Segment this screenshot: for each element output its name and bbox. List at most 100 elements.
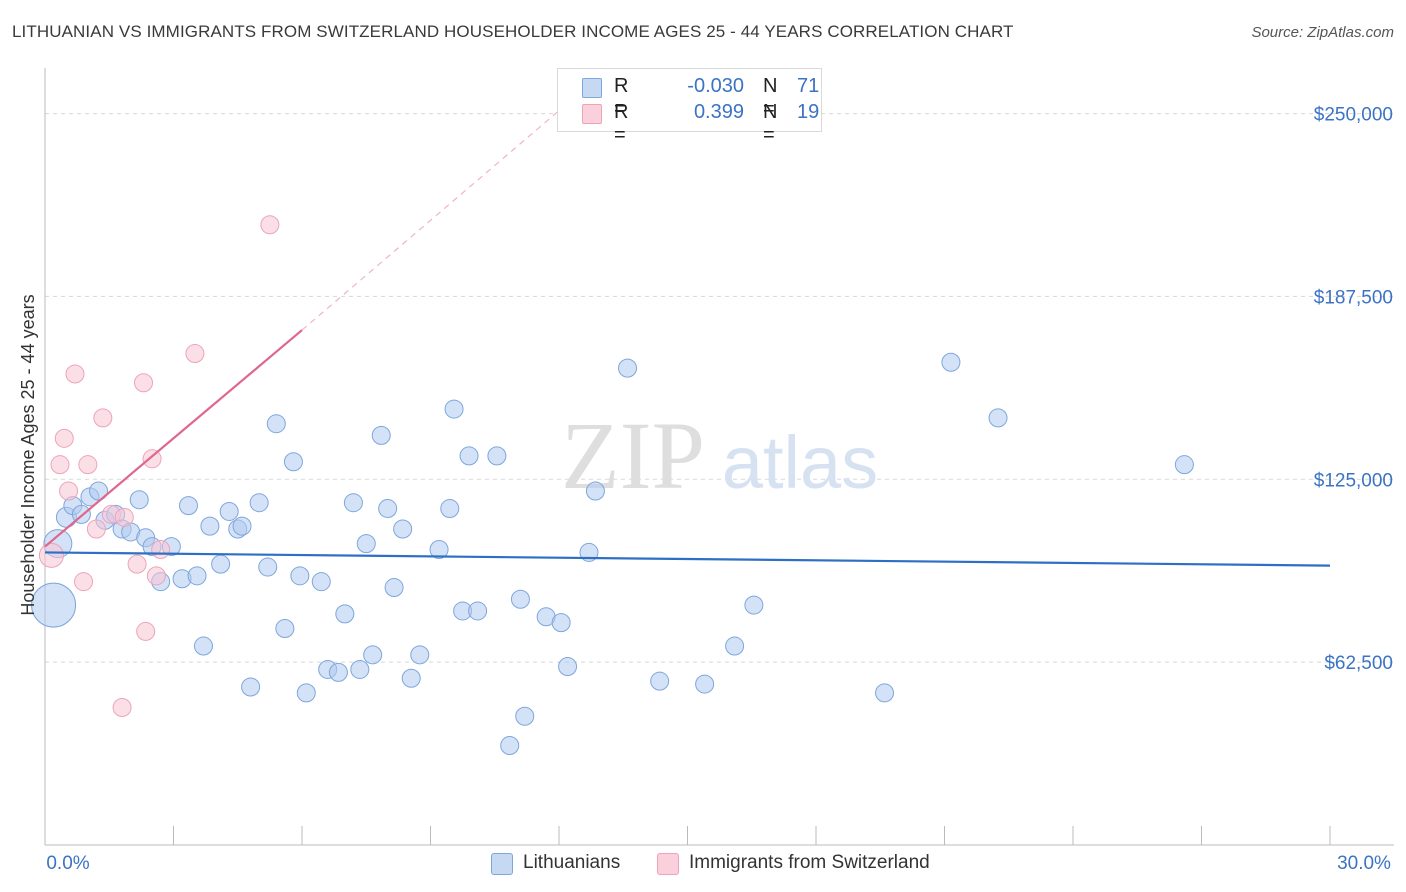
legend-r-label: R =	[614, 75, 629, 120]
lithuanians-point	[328, 662, 348, 682]
lithuanians-point	[510, 589, 530, 609]
lithuanians-point	[444, 399, 464, 419]
lithuanians-trend-line	[44, 551, 1331, 567]
lithuanians-point	[440, 499, 460, 519]
lithuanians-point	[401, 668, 421, 688]
lithuanians-point	[500, 736, 520, 756]
legend-swatch-lithuanians	[582, 78, 602, 98]
lithuanians-point	[178, 496, 198, 516]
lithuanians-point	[551, 613, 571, 633]
lithuanians-point	[363, 645, 383, 665]
lithuanians-point	[393, 519, 413, 539]
lithuanians-point	[350, 659, 370, 679]
lithuanians-point	[875, 683, 895, 703]
lithuanians-point	[429, 540, 449, 560]
switzerland-point	[65, 364, 85, 384]
lithuanians-point	[296, 683, 316, 703]
lithuanians-point	[219, 501, 239, 521]
lithuanians-point	[410, 645, 430, 665]
legend-n-value: 19	[797, 101, 820, 123]
lithuanians-point	[618, 358, 638, 378]
lithuanians-point	[1174, 455, 1194, 475]
lithuanians-point	[744, 595, 764, 615]
switzerland-point	[50, 455, 70, 475]
lithuanians-point	[343, 493, 363, 513]
lithuanians-point	[356, 534, 376, 554]
lithuanians-point	[371, 425, 391, 445]
switzerland-point	[114, 507, 134, 527]
lithuanians-point	[650, 671, 670, 691]
watermark: ZIP atlas	[561, 402, 878, 509]
lithuanians-point	[211, 554, 231, 574]
lithuanians-point	[232, 516, 252, 536]
switzerland-point	[134, 373, 154, 393]
correlation-legend: R = -0.030 N = 71 R = 0.399 N = 19	[557, 68, 822, 146]
switzerland-point	[86, 519, 106, 539]
lithuanians-point	[558, 657, 578, 677]
x-tick-label: 0.0%	[46, 853, 89, 874]
y-axis-label: Householder Income Ages 25 - 44 years	[18, 294, 38, 615]
lithuanians-point	[249, 493, 269, 513]
legend-r-value: 0.399	[693, 101, 744, 123]
switzerland-point	[59, 481, 79, 501]
switzerland-point	[185, 343, 205, 363]
watermark-zip: ZIP	[561, 402, 705, 509]
lithuanians-point	[585, 481, 605, 501]
legend-n-label: N =	[763, 75, 778, 120]
legend-n-value: 71	[797, 75, 820, 97]
lithuanians-point	[335, 604, 355, 624]
lithuanians-point	[89, 481, 109, 501]
bottom-legend-swatch-lithuanians	[491, 853, 513, 875]
y-tick-label: $125,000	[1314, 470, 1393, 491]
chart-title: LITHUANIAN VS IMMIGRANTS FROM SWITZERLAN…	[12, 22, 1014, 41]
legend-r-label: R =	[614, 101, 629, 146]
lithuanians-point	[988, 408, 1008, 428]
switzerland-trend-line	[44, 329, 303, 548]
lithuanians-point	[311, 572, 331, 592]
switzerland-point	[54, 428, 74, 448]
legend-n-label: N =	[763, 101, 778, 146]
lithuanians-point	[941, 352, 961, 372]
watermark-atlas: atlas	[722, 421, 878, 504]
lithuanians-point	[378, 499, 398, 519]
y-tick-label: $62,500	[1324, 653, 1393, 674]
lithuanians-point	[459, 446, 479, 466]
lithuanians-point	[129, 490, 149, 510]
legend-swatch-switzerland	[582, 104, 602, 124]
switzerland-point	[127, 554, 147, 574]
switzerland-point	[151, 540, 171, 560]
grid-lines	[45, 113, 1394, 663]
lithuanians-point	[468, 601, 488, 621]
lithuanians-point	[515, 706, 535, 726]
lithuanians-point	[275, 618, 295, 638]
source-label: Source: ZipAtlas.com	[1251, 24, 1394, 41]
switzerland-point	[142, 449, 162, 469]
switzerland-trend-extension	[301, 95, 577, 331]
lithuanians-point	[725, 636, 745, 656]
switzerland-points	[38, 215, 280, 717]
switzerland-point	[38, 542, 64, 568]
lithuanians-point	[283, 452, 303, 472]
bottom-legend-swatch-switzerland	[657, 853, 679, 875]
lithuanians-point	[266, 414, 286, 434]
lithuanians-point	[695, 674, 715, 694]
x-tick-label: 30.0%	[1337, 853, 1391, 874]
lithuanians-point	[258, 557, 278, 577]
legend-r-value: -0.030	[687, 75, 744, 97]
bottom-legend-label: Immigrants from Switzerland	[689, 852, 930, 873]
y-tick-label: $250,000	[1314, 105, 1393, 126]
lithuanians-point	[290, 566, 310, 586]
switzerland-point	[93, 408, 113, 428]
lithuanians-points	[31, 352, 1194, 756]
switzerland-point	[112, 697, 132, 717]
lithuanians-point	[31, 582, 77, 628]
lithuanians-point	[193, 636, 213, 656]
bottom-legend-label: Lithuanians	[523, 852, 621, 873]
switzerland-point	[260, 215, 280, 235]
switzerland-point	[78, 455, 98, 475]
lithuanians-point	[187, 566, 207, 586]
y-tick-label: $187,500	[1314, 287, 1393, 308]
tick-labels: $62,500 $125,000 $187,500 $250,000 0.0% 30.0%	[46, 105, 1393, 874]
trend-lines	[44, 95, 1331, 567]
